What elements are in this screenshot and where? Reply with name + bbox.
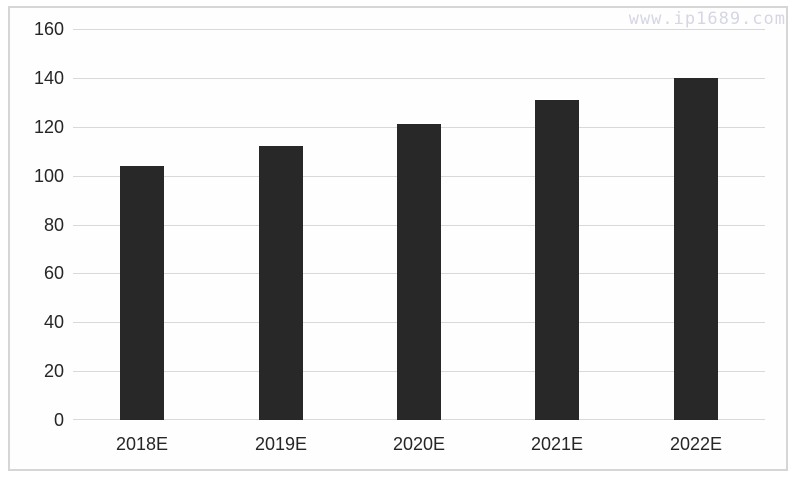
y-tick-label-160: 160 [33, 19, 64, 39]
bar-2019E [259, 146, 303, 420]
x-tick-label-2020E: 2020E [392, 434, 446, 454]
gridline-140 [73, 78, 765, 79]
y-tick-label-80: 80 [43, 215, 64, 235]
bar-2021E [535, 100, 579, 420]
x-tick-label-2018E: 2018E [115, 434, 169, 454]
y-tick-label-0: 0 [53, 410, 64, 430]
gridline-160 [73, 29, 765, 30]
x-tick-label-2019E: 2019E [254, 434, 308, 454]
x-tick-label-2021E: 2021E [530, 434, 584, 454]
x-tick-label-2022E: 2022E [669, 434, 723, 454]
watermark-text: www.ip1689.com [628, 9, 786, 29]
plot-area [73, 29, 765, 420]
y-tick-label-60: 60 [43, 263, 64, 283]
bar-2020E [397, 124, 441, 420]
y-tick-label-140: 140 [33, 68, 64, 88]
y-tick-label-100: 100 [33, 166, 64, 186]
y-tick-label-120: 120 [33, 117, 64, 137]
bar-2018E [120, 166, 164, 420]
y-tick-label-40: 40 [43, 312, 64, 332]
bar-2022E [674, 78, 718, 420]
y-tick-label-20: 20 [43, 361, 64, 381]
